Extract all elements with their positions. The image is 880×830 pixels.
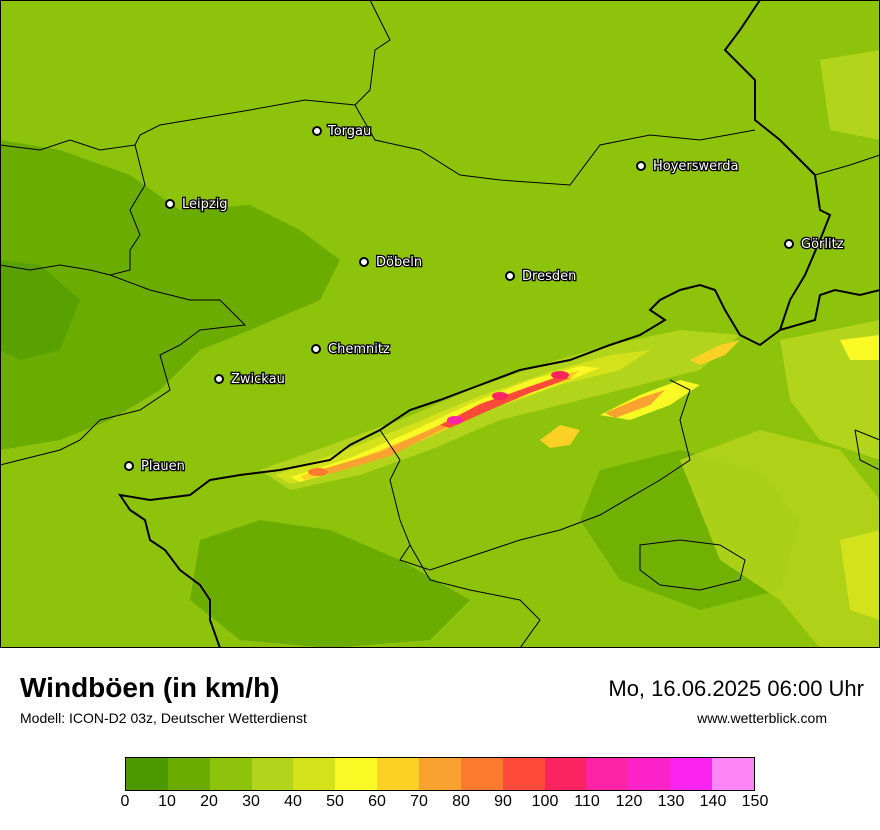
legend-swatch	[712, 758, 754, 790]
region-border-bohemia	[379, 379, 691, 571]
city-leipzig: Leipzig	[165, 196, 229, 213]
city-plauen: Plauen	[124, 458, 186, 475]
ridge-band-peak	[440, 376, 570, 428]
legend-swatch	[419, 758, 461, 790]
website-link: www.wetterblick.com	[697, 710, 827, 726]
region-border-enclave	[639, 539, 746, 591]
legend-swatch	[209, 758, 252, 790]
legend-tick-label: 120	[615, 793, 643, 810]
low-wind-region-south	[190, 520, 470, 648]
legend-swatch	[126, 758, 168, 790]
legend-tick-label: 20	[200, 793, 218, 810]
map-title: Windböen (in km/h)	[20, 672, 280, 703]
legend-tick-label: 110	[574, 793, 600, 810]
east-band-spot	[540, 425, 580, 448]
city-chemnitz: Chemnitz	[311, 341, 391, 358]
color-legend	[125, 757, 755, 791]
legend-swatch	[502, 758, 545, 790]
city-label: Plauen	[141, 459, 185, 474]
legend-tick-label: 70	[410, 793, 428, 810]
city-markers: Torgau Hoyerswerda Leipzig Görlitz Döbel…	[124, 123, 845, 475]
legend-swatch	[586, 758, 629, 790]
legend-tick-label: 0	[120, 793, 130, 810]
border-lines	[0, 0, 880, 649]
legend-swatch	[460, 758, 503, 790]
country-border-east	[779, 288, 880, 331]
legend-tick-label: 80	[452, 793, 470, 810]
ridge-peak-spot-4	[308, 468, 328, 476]
legend-tick-label: 60	[368, 793, 386, 810]
legend-tick-label: 150	[741, 793, 769, 810]
moderate-wind-patch-northeast	[820, 50, 880, 140]
legend-tick-label: 40	[284, 793, 302, 810]
legend-swatch	[377, 758, 420, 790]
city-dot	[359, 257, 369, 267]
legend-ticks: 0 10 20 30 40 50 60 70 80 90 100 110 120 130 140 150	[121, 793, 769, 817]
legend-swatch	[251, 758, 294, 790]
district-border-north	[354, 104, 756, 186]
legend-swatch	[167, 758, 210, 790]
legend-swatch	[628, 758, 671, 790]
state-border-north	[0, 0, 391, 151]
city-dot	[214, 374, 224, 384]
city-dot	[636, 161, 646, 171]
city-label: Chemnitz	[328, 342, 390, 357]
strong-wind-patch-far-east	[840, 530, 880, 620]
city-zwickau: Zwickau	[214, 371, 286, 388]
city-label: Döbeln	[376, 255, 422, 270]
city-dot	[784, 239, 794, 249]
city-doebeln: Döbeln	[359, 254, 423, 271]
lowest-wind-region-west	[0, 260, 80, 360]
region-border-far-east	[854, 429, 880, 471]
city-torgau: Torgau	[312, 123, 373, 140]
legend-tick-label: 100	[531, 793, 559, 810]
city-label: Hoyerswerda	[653, 159, 739, 174]
state-border-ne	[814, 154, 880, 176]
legend-swatch	[335, 758, 378, 790]
country-border	[117, 0, 832, 649]
city-label: Torgau	[327, 124, 371, 139]
state-border-thuringia	[0, 274, 247, 466]
city-dot	[311, 344, 321, 354]
east-band-spot-2	[690, 340, 740, 365]
forecast-datetime: Mo, 16.06.2025 06:00 Uhr	[608, 676, 864, 701]
model-source: Modell: ICON-D2 03z, Deutscher Wetterdie…	[20, 710, 307, 726]
legend-tick-label: 30	[242, 793, 260, 810]
legend-tick-label: 50	[326, 793, 344, 810]
city-label: Zwickau	[231, 372, 285, 387]
city-dot	[124, 461, 134, 471]
ridge-peak-spot-2	[492, 392, 508, 400]
city-dot	[505, 271, 515, 281]
east-band-core	[605, 390, 665, 418]
ridge-peak-spot-3	[551, 371, 569, 379]
city-dresden: Dresden	[505, 268, 578, 285]
state-border-west	[0, 144, 146, 276]
city-label: Leipzig	[182, 197, 228, 212]
legend-tick-label: 140	[699, 793, 727, 810]
city-label: Görlitz	[801, 237, 844, 252]
legend-tick-label: 90	[494, 793, 512, 810]
city-goerlitz: Görlitz	[784, 236, 845, 253]
city-label: Dresden	[522, 269, 576, 284]
legend-tick-label: 10	[158, 793, 176, 810]
gust-patch-far-east	[840, 335, 880, 360]
legend-swatch	[544, 758, 587, 790]
legend-swatch	[670, 758, 713, 790]
city-dot	[165, 199, 175, 209]
legend-swatch	[293, 758, 336, 790]
moderate-wind-patch-southeast	[680, 430, 880, 648]
ridge-peak-spot-1	[447, 416, 463, 424]
map-footer: Windböen (in km/h) Modell: ICON-D2 03z, …	[0, 648, 880, 830]
region-border-south	[409, 544, 541, 649]
city-dot	[312, 126, 322, 136]
city-hoyerswerda: Hoyerswerda	[636, 158, 740, 175]
map-canvas: Torgau Hoyerswerda Leipzig Görlitz Döbel…	[0, 0, 880, 649]
wind-gust-map: Torgau Hoyerswerda Leipzig Görlitz Döbel…	[0, 0, 880, 649]
legend-tick-label: 130	[657, 793, 685, 810]
